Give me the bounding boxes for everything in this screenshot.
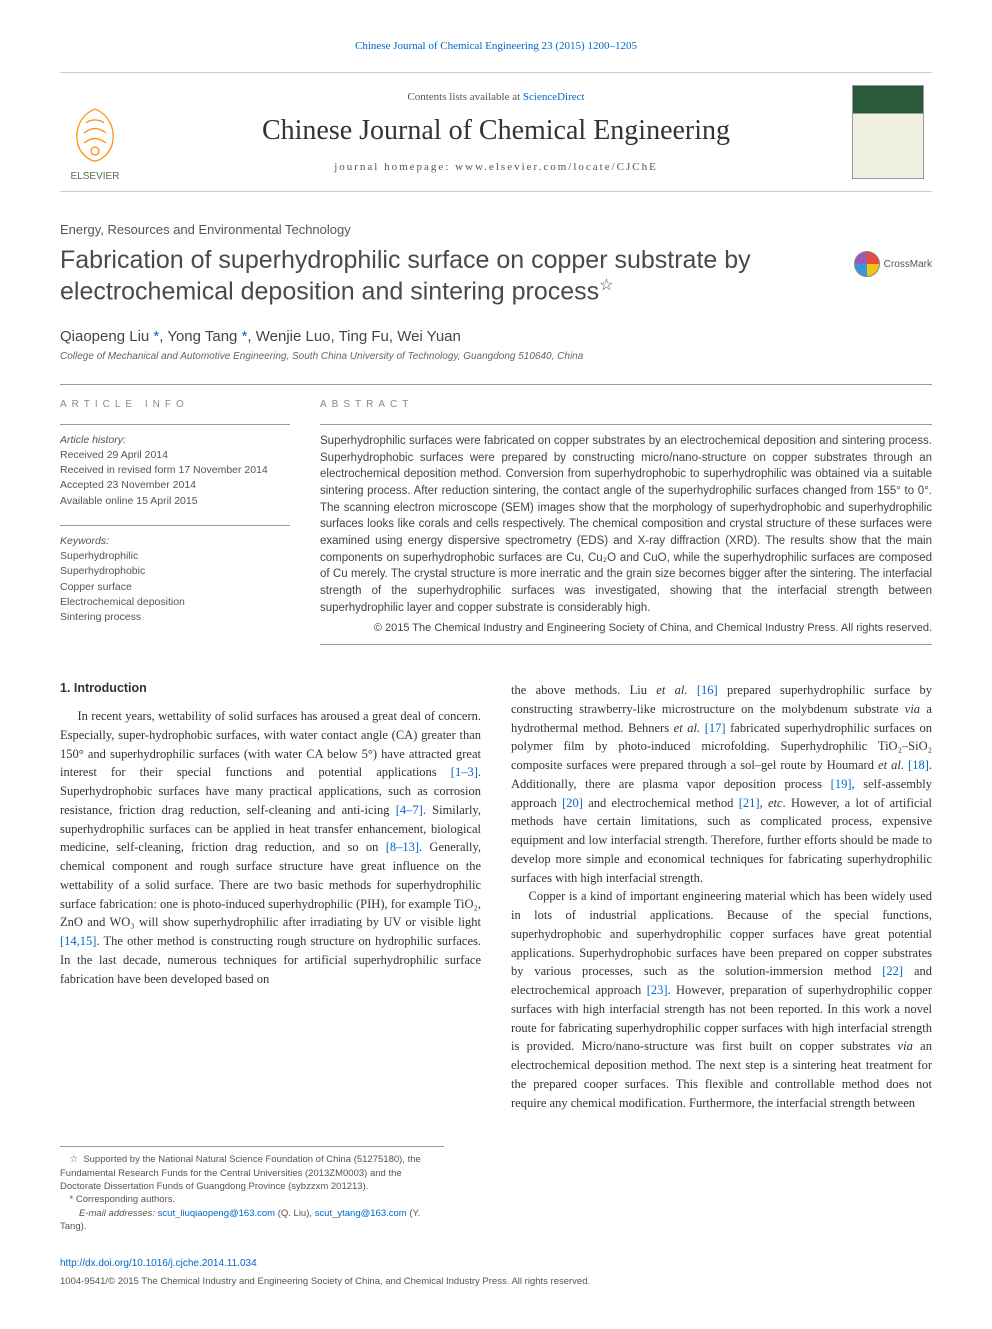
abstract-copyright: © 2015 The Chemical Industry and Enginee… (320, 622, 932, 634)
corresponding-footnote: * Corresponding authors. (60, 1193, 444, 1206)
citation-link[interactable]: [19] (831, 777, 852, 791)
body-col-right: the above methods. Liu et al. [16] prepa… (511, 681, 932, 1112)
top-citation: Chinese Journal of Chemical Engineering … (60, 40, 932, 52)
body-col-left: 1. Introduction In recent years, wettabi… (60, 681, 481, 1112)
doi-block: http://dx.doi.org/10.1016/j.cjche.2014.1… (60, 1253, 932, 1289)
citation-link[interactable]: [21] (739, 796, 760, 810)
top-citation-link[interactable]: Chinese Journal of Chemical Engineering … (355, 40, 637, 52)
authors-line: Qiaopeng Liu *, Yong Tang *, Wenjie Luo,… (60, 328, 932, 345)
citation-link[interactable]: [1–3] (451, 765, 478, 779)
homepage-url: www.elsevier.com/locate/CJChE (455, 161, 658, 173)
author-email-link[interactable]: scut_liuqiaopeng@163.com (158, 1208, 275, 1219)
publisher-logo-wrap: ELSEVIER (60, 81, 140, 183)
body-paragraph: the above methods. Liu et al. [16] prepa… (511, 681, 932, 1112)
sciencedirect-link[interactable]: ScienceDirect (523, 91, 585, 103)
history-line: Received in revised form 17 November 201… (60, 464, 268, 476)
abstract-text: Superhydrophilic surfaces were fabricate… (320, 433, 932, 616)
body-columns: 1. Introduction In recent years, wettabi… (60, 681, 932, 1112)
crossmark-label: CrossMark (884, 259, 932, 270)
corresponding-mark: * (70, 1194, 74, 1205)
email-who: (Q. Liu), (275, 1208, 315, 1219)
contents-line: Contents lists available at ScienceDirec… (140, 91, 852, 103)
history-label: Article history: (60, 433, 290, 448)
elsevier-logo: ELSEVIER (60, 103, 130, 183)
paragraph-text: the above methods. Liu et al. [16] prepa… (511, 681, 932, 887)
funding-text: Supported by the National Natural Scienc… (60, 1154, 421, 1192)
abstract-col: ABSTRACT Superhydrophilic surfaces were … (320, 385, 932, 645)
masthead: ELSEVIER Contents lists available at Sci… (60, 72, 932, 192)
title-row: Fabrication of superhydrophilic surface … (60, 245, 932, 314)
corresponding-text: Corresponding authors. (76, 1194, 175, 1205)
keyword: Superhydrophobic (60, 565, 145, 577)
citation-link[interactable]: [4–7] (396, 803, 423, 817)
keyword: Electrochemical deposition (60, 596, 185, 608)
masthead-center: Contents lists available at ScienceDirec… (140, 81, 852, 183)
citation-link[interactable]: [20] (562, 796, 583, 810)
issn-copyright: 1004-9541/© 2015 The Chemical Industry a… (60, 1276, 590, 1287)
divider (60, 424, 290, 425)
email-footnote: E-mail addresses: scut_liuqiaopeng@163.c… (60, 1207, 444, 1234)
crossmark-icon (854, 251, 880, 277)
history-line: Received 29 April 2014 (60, 449, 168, 461)
divider (320, 424, 932, 425)
title-footnote-mark: ☆ (599, 277, 613, 294)
keywords-block: Keywords: Superhydrophilic Superhydropho… (60, 534, 290, 625)
journal-homepage-line: journal homepage: www.elsevier.com/locat… (140, 161, 852, 173)
citation-link[interactable]: [22] (882, 964, 903, 978)
article-history-block: Article history: Received 29 April 2014 … (60, 433, 290, 509)
affiliation: College of Mechanical and Automotive Eng… (60, 351, 932, 362)
divider (320, 644, 932, 645)
citation-link[interactable]: [8–13] (386, 840, 419, 854)
homepage-prefix: journal homepage: (334, 161, 455, 173)
citation-link[interactable]: [17] (705, 721, 726, 735)
paragraph-text: Copper is a kind of important engineerin… (511, 887, 932, 1112)
citation-link[interactable]: [14,15] (60, 934, 96, 948)
footnote-mark: ☆ (70, 1154, 79, 1165)
history-line: Available online 15 April 2015 (60, 495, 198, 507)
citation-link[interactable]: [18] (908, 758, 929, 772)
author-email-link[interactable]: scut_ytang@163.com (315, 1208, 407, 1219)
article-info-heading: ARTICLE INFO (60, 399, 290, 410)
journal-name: Chinese Journal of Chemical Engineering (140, 115, 852, 147)
email-label: E-mail addresses: (79, 1208, 155, 1219)
citation-link[interactable]: [23] (647, 983, 668, 997)
keyword: Sintering process (60, 611, 141, 623)
section-heading-intro: 1. Introduction (60, 681, 481, 695)
citation-link[interactable]: [16] (697, 683, 718, 697)
funding-footnote: ☆ Supported by the National Natural Scie… (60, 1153, 444, 1193)
svg-text:ELSEVIER: ELSEVIER (71, 171, 120, 182)
article-title: Fabrication of superhydrophilic surface … (60, 245, 834, 308)
paragraph-text: In recent years, wettability of solid su… (60, 707, 481, 988)
keyword: Copper surface (60, 581, 132, 593)
footnotes: ☆ Supported by the National Natural Scie… (60, 1146, 444, 1233)
contents-prefix: Contents lists available at (407, 91, 522, 103)
journal-cover-thumb (852, 85, 924, 179)
article-info-col: ARTICLE INFO Article history: Received 2… (60, 385, 290, 645)
keyword: Superhydrophilic (60, 550, 138, 562)
crossmark-widget[interactable]: CrossMark (854, 251, 932, 277)
keywords-label: Keywords: (60, 534, 290, 549)
article-title-text: Fabrication of superhydrophilic surface … (60, 246, 751, 306)
cover-thumb-wrap (852, 81, 932, 183)
body-paragraph: In recent years, wettability of solid su… (60, 707, 481, 988)
info-abstract-row: ARTICLE INFO Article history: Received 2… (60, 385, 932, 645)
abstract-heading: ABSTRACT (320, 399, 932, 410)
doi-link[interactable]: http://dx.doi.org/10.1016/j.cjche.2014.1… (60, 1258, 257, 1269)
section-label: Energy, Resources and Environmental Tech… (60, 222, 932, 237)
page-container: Chinese Journal of Chemical Engineering … (0, 0, 992, 1329)
divider (60, 525, 290, 526)
history-line: Accepted 23 November 2014 (60, 479, 196, 491)
